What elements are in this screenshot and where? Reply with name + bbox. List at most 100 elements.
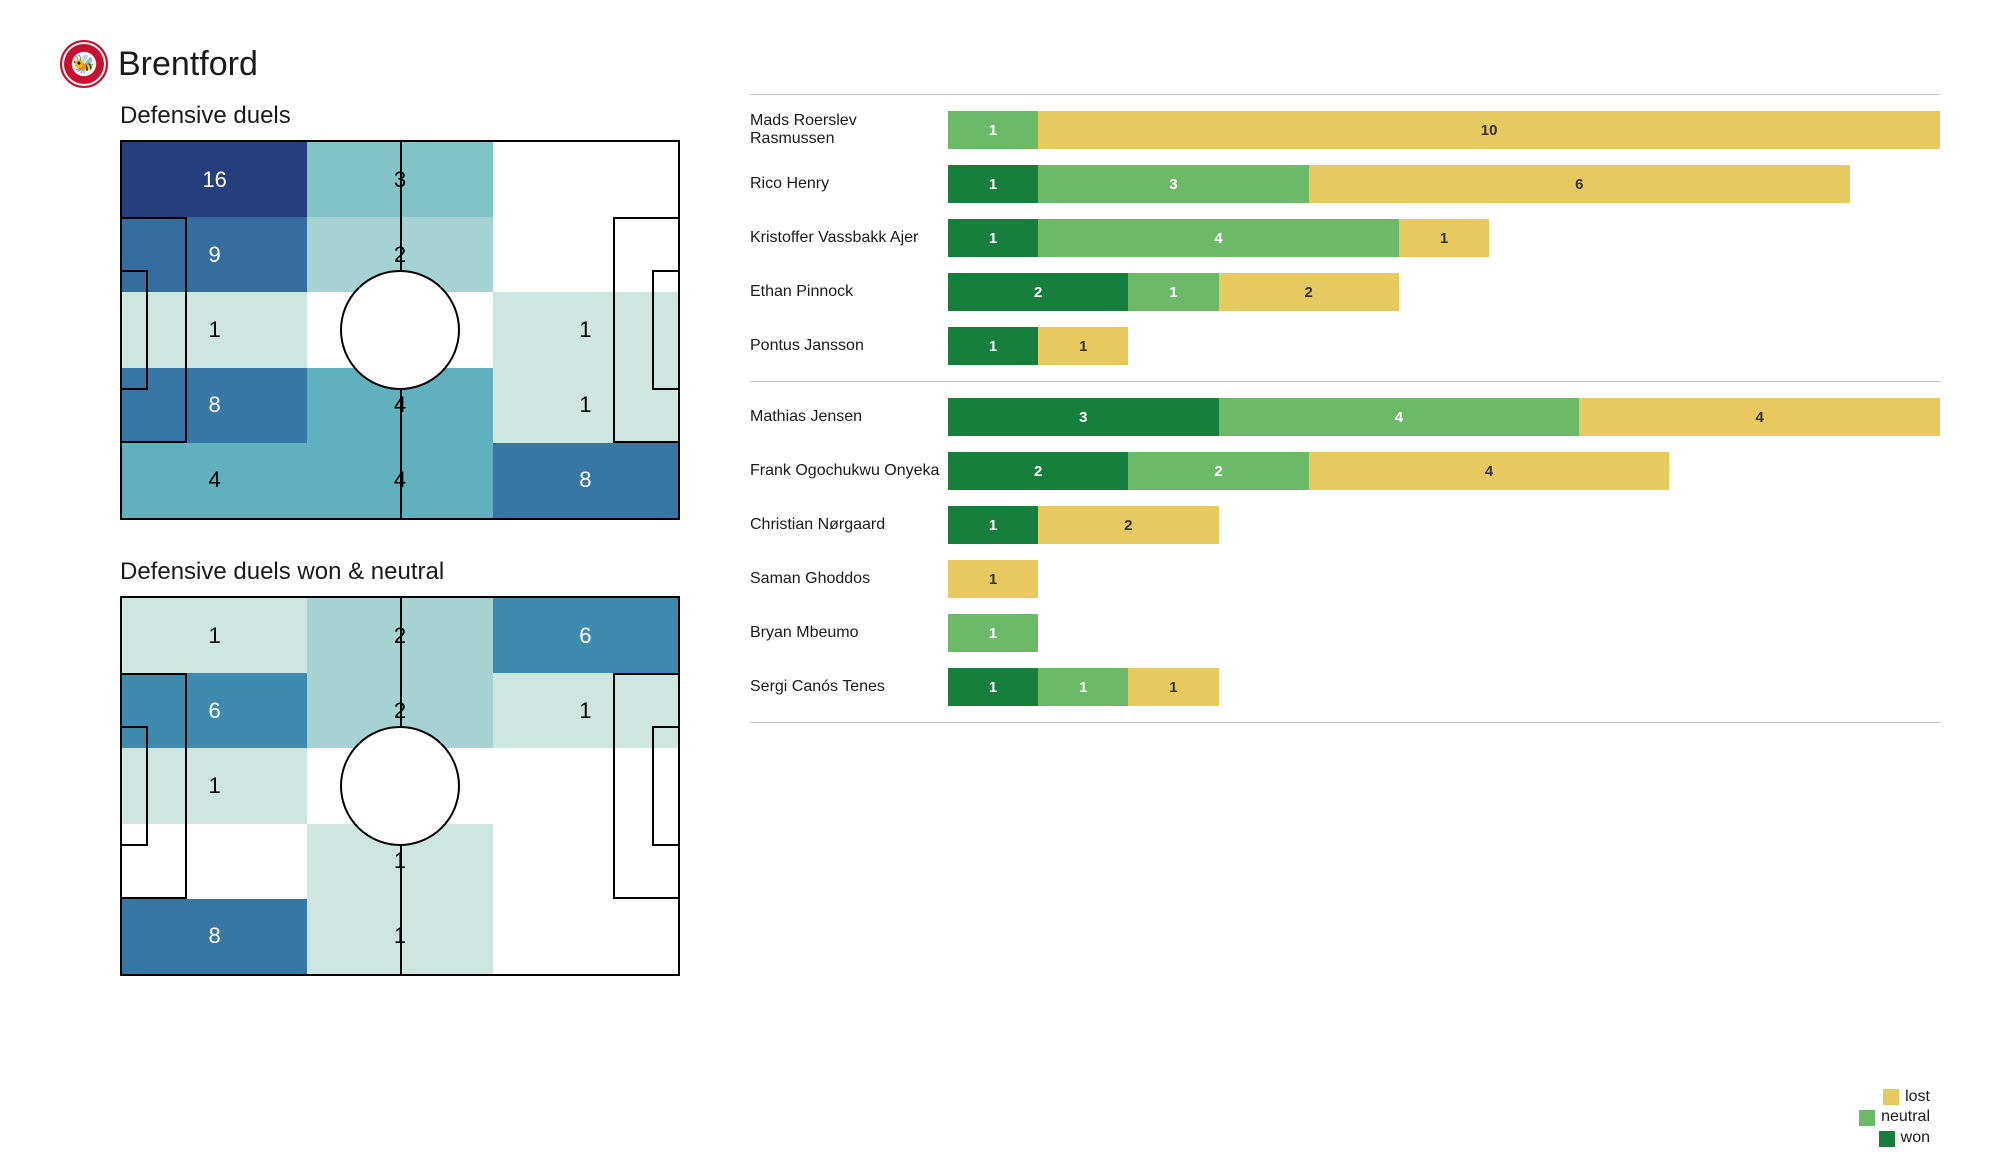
club-name: Brentford [118,45,258,84]
player-name: Saman Ghoddos [750,570,948,588]
bar-segment-won: 2 [948,273,1128,311]
bar-segment-won: 3 [948,398,1219,436]
left-column: Defensive duels 1639211841448 Defensive … [60,94,740,1149]
player-name: Mathias Jensen [750,408,948,426]
bar-segment-neutral: 4 [1219,398,1580,436]
header: 🐝 Brentford [60,40,1940,88]
bar-track: 110 [948,111,1940,149]
bar-segment-lost: 1 [1038,327,1128,365]
legend-label: won [1901,1128,1930,1149]
bar-segment-lost: 1 [1399,219,1489,257]
bar-segment-lost: 2 [1038,506,1218,544]
player-row: Pontus Jansson11 [750,319,1940,373]
six-yard-right [652,726,680,846]
player-name: Frank Ogochukwu Onyeka [750,462,948,480]
bar-track: 141 [948,219,1940,257]
heatmap-zone: 16 [122,142,307,217]
player-row: Sergi Canós Tenes111 [750,660,1940,714]
heatmap-zone: 8 [122,899,307,974]
six-yard-left [120,270,148,390]
bar-segment-won: 1 [948,327,1038,365]
bar-segment-neutral: 1 [1128,273,1218,311]
bar-segment-lost: 6 [1309,165,1850,203]
zone-value: 6 [209,698,221,724]
right-column: Mads Roerslev Rasmussen110Rico Henry136K… [740,94,1940,1149]
player-name: Bryan Mbeumo [750,624,948,642]
zone-value: 1 [209,773,221,799]
bar-segment-won: 1 [948,165,1038,203]
player-name: Rico Henry [750,175,948,193]
zone-value: 1 [579,317,591,343]
heatmap-zone [493,142,678,217]
club-badge-icon: 🐝 [60,40,108,88]
bar-segment-won: 1 [948,506,1038,544]
player-bar-chart: Mads Roerslev Rasmussen110Rico Henry136K… [750,94,1940,723]
legend-swatch-icon [1883,1089,1899,1105]
legend-item-neutral: neutral [1859,1107,1930,1128]
heatmap-zone: 4 [122,443,307,518]
bar-segment-neutral: 3 [1038,165,1309,203]
zone-value: 9 [209,242,221,268]
legend: lostneutralwon [1859,1087,1930,1149]
bar-segment-neutral: 2 [1128,452,1308,490]
six-yard-right [652,270,680,390]
zone-value: 8 [209,923,221,949]
zone-value: 1 [579,392,591,418]
player-row: Kristoffer Vassbakk Ajer141 [750,211,1940,265]
player-row: Bryan Mbeumo1 [750,606,1940,660]
center-circle-icon [340,726,460,846]
player-row: Christian Nørgaard12 [750,498,1940,552]
zone-value: 8 [209,392,221,418]
bar-track: 212 [948,273,1940,311]
center-circle-icon [340,270,460,390]
player-name: Ethan Pinnock [750,283,948,301]
pitch-heatmap-won: 1266211181 [120,596,680,976]
zone-value: 1 [209,317,221,343]
bar-segment-neutral: 1 [1038,668,1128,706]
heatmap-zone: 1 [122,598,307,673]
zone-value: 6 [579,623,591,649]
player-row: Frank Ogochukwu Onyeka224 [750,444,1940,498]
bar-segment-neutral: 1 [948,614,1038,652]
heatmap-zone [493,899,678,974]
bar-track: 1 [948,560,1940,598]
bar-track: 1 [948,614,1940,652]
player-row: Ethan Pinnock212 [750,265,1940,319]
bar-track: 224 [948,452,1940,490]
bar-segment-lost: 1 [1128,668,1218,706]
legend-item-won: won [1859,1128,1930,1149]
bar-track: 136 [948,165,1940,203]
section-title-duels: Defensive duels [120,102,740,130]
bar-segment-won: 1 [948,219,1038,257]
bar-segment-neutral: 4 [1038,219,1399,257]
bar-track: 12 [948,506,1940,544]
player-name: Christian Nørgaard [750,516,948,534]
player-row: Mads Roerslev Rasmussen110 [750,103,1940,157]
legend-label: lost [1905,1087,1930,1108]
legend-label: neutral [1881,1107,1930,1128]
legend-item-lost: lost [1859,1087,1930,1108]
player-name: Kristoffer Vassbakk Ajer [750,229,948,247]
heatmap-zone: 8 [493,443,678,518]
zone-value: 4 [209,467,221,493]
legend-swatch-icon [1859,1110,1875,1126]
bar-segment-lost: 10 [1038,111,1940,149]
zone-value: 1 [209,623,221,649]
player-name: Pontus Jansson [750,337,948,355]
legend-swatch-icon [1879,1131,1895,1147]
bar-track: 11 [948,327,1940,365]
pitch-heatmap-all: 1639211841448 [120,140,680,520]
player-name: Sergi Canós Tenes [750,678,948,696]
player-row: Mathias Jensen344 [750,390,1940,444]
page: 🐝 Brentford Defensive duels 163921184144… [0,0,2000,1175]
zone-value: 8 [579,467,591,493]
bar-track: 111 [948,668,1940,706]
player-group: Mathias Jensen344Frank Ogochukwu Onyeka2… [750,381,1940,723]
bar-segment-won: 1 [948,668,1038,706]
player-row: Saman Ghoddos1 [750,552,1940,606]
content: Defensive duels 1639211841448 Defensive … [60,94,1940,1149]
bar-segment-lost: 4 [1579,398,1940,436]
bar-segment-lost: 1 [948,560,1038,598]
section-title-won: Defensive duels won & neutral [120,558,740,586]
zone-value: 16 [202,167,226,193]
